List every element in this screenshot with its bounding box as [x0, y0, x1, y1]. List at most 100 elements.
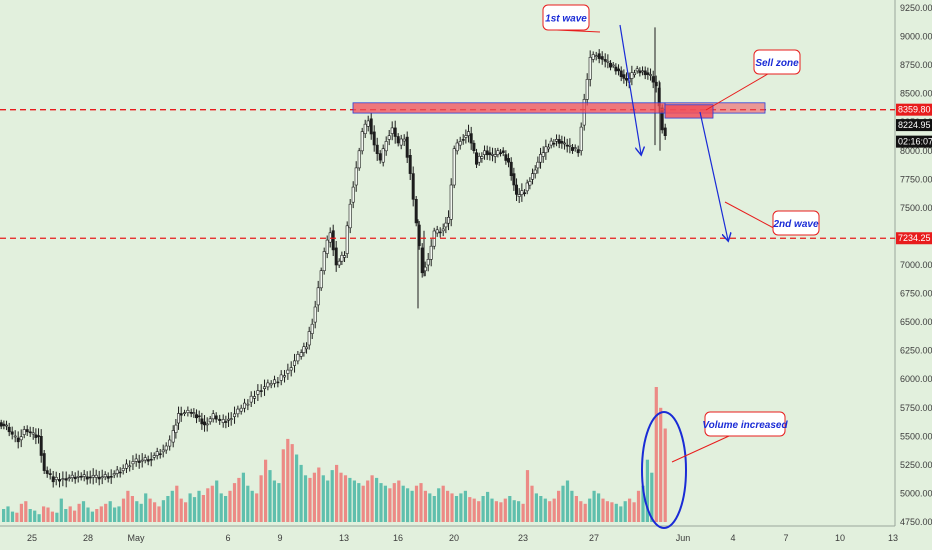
volume-bar [574, 496, 578, 522]
volume-bar [645, 459, 649, 522]
candle-body [357, 150, 361, 169]
y-tick-label: 5500.00 [900, 431, 932, 441]
candle-body [310, 323, 314, 334]
x-tick-label: 4 [730, 533, 735, 543]
volume-bar [95, 509, 99, 522]
volume-bar [126, 490, 130, 522]
volume-bar [64, 509, 68, 522]
volume-bar [636, 490, 641, 522]
candle-body [528, 181, 532, 186]
candle-body [0, 422, 3, 427]
candle-body [109, 475, 113, 478]
candle-body [622, 74, 626, 79]
candle-body [286, 369, 290, 374]
volume-bar [486, 491, 490, 522]
current-price-label: 8224.95 [898, 120, 931, 130]
candle-body [342, 255, 346, 258]
volume-bar [508, 496, 512, 522]
candle-body [530, 173, 534, 180]
candle-body [611, 64, 615, 67]
volume-bar [468, 497, 472, 522]
candle-body [177, 413, 181, 424]
candle-body [158, 453, 162, 456]
volume-bar [383, 485, 387, 522]
volume-bar [406, 488, 410, 523]
candle-body [203, 421, 207, 426]
volume-bar [521, 503, 525, 522]
candle-body [619, 70, 623, 78]
volume-bar [388, 488, 392, 523]
candle-body [224, 421, 228, 423]
y-tick-label: 6750.00 [900, 289, 932, 299]
volume-bar [428, 493, 432, 522]
candle-body [161, 449, 165, 453]
candle-body [134, 458, 138, 462]
candle-body [39, 435, 43, 456]
candle-body [557, 139, 561, 144]
volume-bar [490, 498, 494, 522]
candle-body [246, 403, 250, 406]
x-tick-label: 6 [225, 533, 230, 543]
volume-bar [530, 485, 534, 522]
candle-body [372, 131, 376, 146]
candle-body [337, 260, 341, 266]
candle-body [485, 150, 489, 156]
candle-body [635, 68, 639, 72]
candle-body [408, 155, 412, 174]
y-tick-label: 4750.00 [900, 517, 932, 527]
volume-bar [317, 467, 321, 522]
volume-bar [565, 480, 570, 522]
candle-body [576, 149, 580, 154]
volume-bar [33, 510, 37, 522]
volume-bar [77, 503, 81, 522]
volume-bar [241, 472, 245, 522]
candle-body [214, 415, 218, 420]
candle-body [256, 390, 260, 395]
candle-body [477, 156, 481, 163]
candle-body [552, 142, 556, 145]
volume-bar [42, 506, 46, 522]
candle-body [541, 152, 545, 157]
candle-body [299, 352, 303, 357]
y-tick-label: 9000.00 [900, 32, 932, 42]
volume-bar [419, 483, 423, 522]
candle-body [70, 474, 74, 479]
volume-bar [295, 454, 299, 522]
candle-body [131, 461, 135, 465]
candle-body [603, 59, 607, 62]
candle-body [396, 136, 400, 144]
volume-bar [654, 387, 658, 522]
candle-body [461, 139, 465, 141]
candle-body [28, 431, 32, 434]
volume-bar [264, 459, 268, 522]
volume-bar [463, 490, 467, 522]
candle-body [591, 54, 595, 60]
candle-body [455, 142, 459, 152]
x-tick-label: 20 [449, 533, 459, 543]
y-tick-label: 8750.00 [900, 60, 932, 70]
candle-body [469, 133, 473, 144]
volume-bar [135, 501, 139, 522]
candle-body [112, 473, 116, 476]
callout-sell-zone-box [753, 49, 801, 75]
candle-body [149, 458, 153, 461]
volume-bar [423, 490, 427, 522]
volume-bar [206, 488, 210, 523]
candle-body [420, 247, 424, 274]
volume-bar [86, 507, 90, 522]
candle-body [137, 460, 141, 463]
volume-bar [19, 503, 23, 522]
volume-bar [601, 498, 605, 522]
candle-body [282, 375, 286, 378]
candle-body [594, 55, 598, 58]
candle-body [106, 476, 110, 479]
volume-bar [570, 490, 574, 522]
volume-bar [357, 483, 361, 522]
candle-body [560, 141, 564, 144]
candle-body [19, 436, 23, 441]
volume-bar [614, 503, 618, 522]
candle-body [354, 167, 358, 186]
candle-body [302, 346, 306, 353]
candle-body [517, 194, 521, 197]
